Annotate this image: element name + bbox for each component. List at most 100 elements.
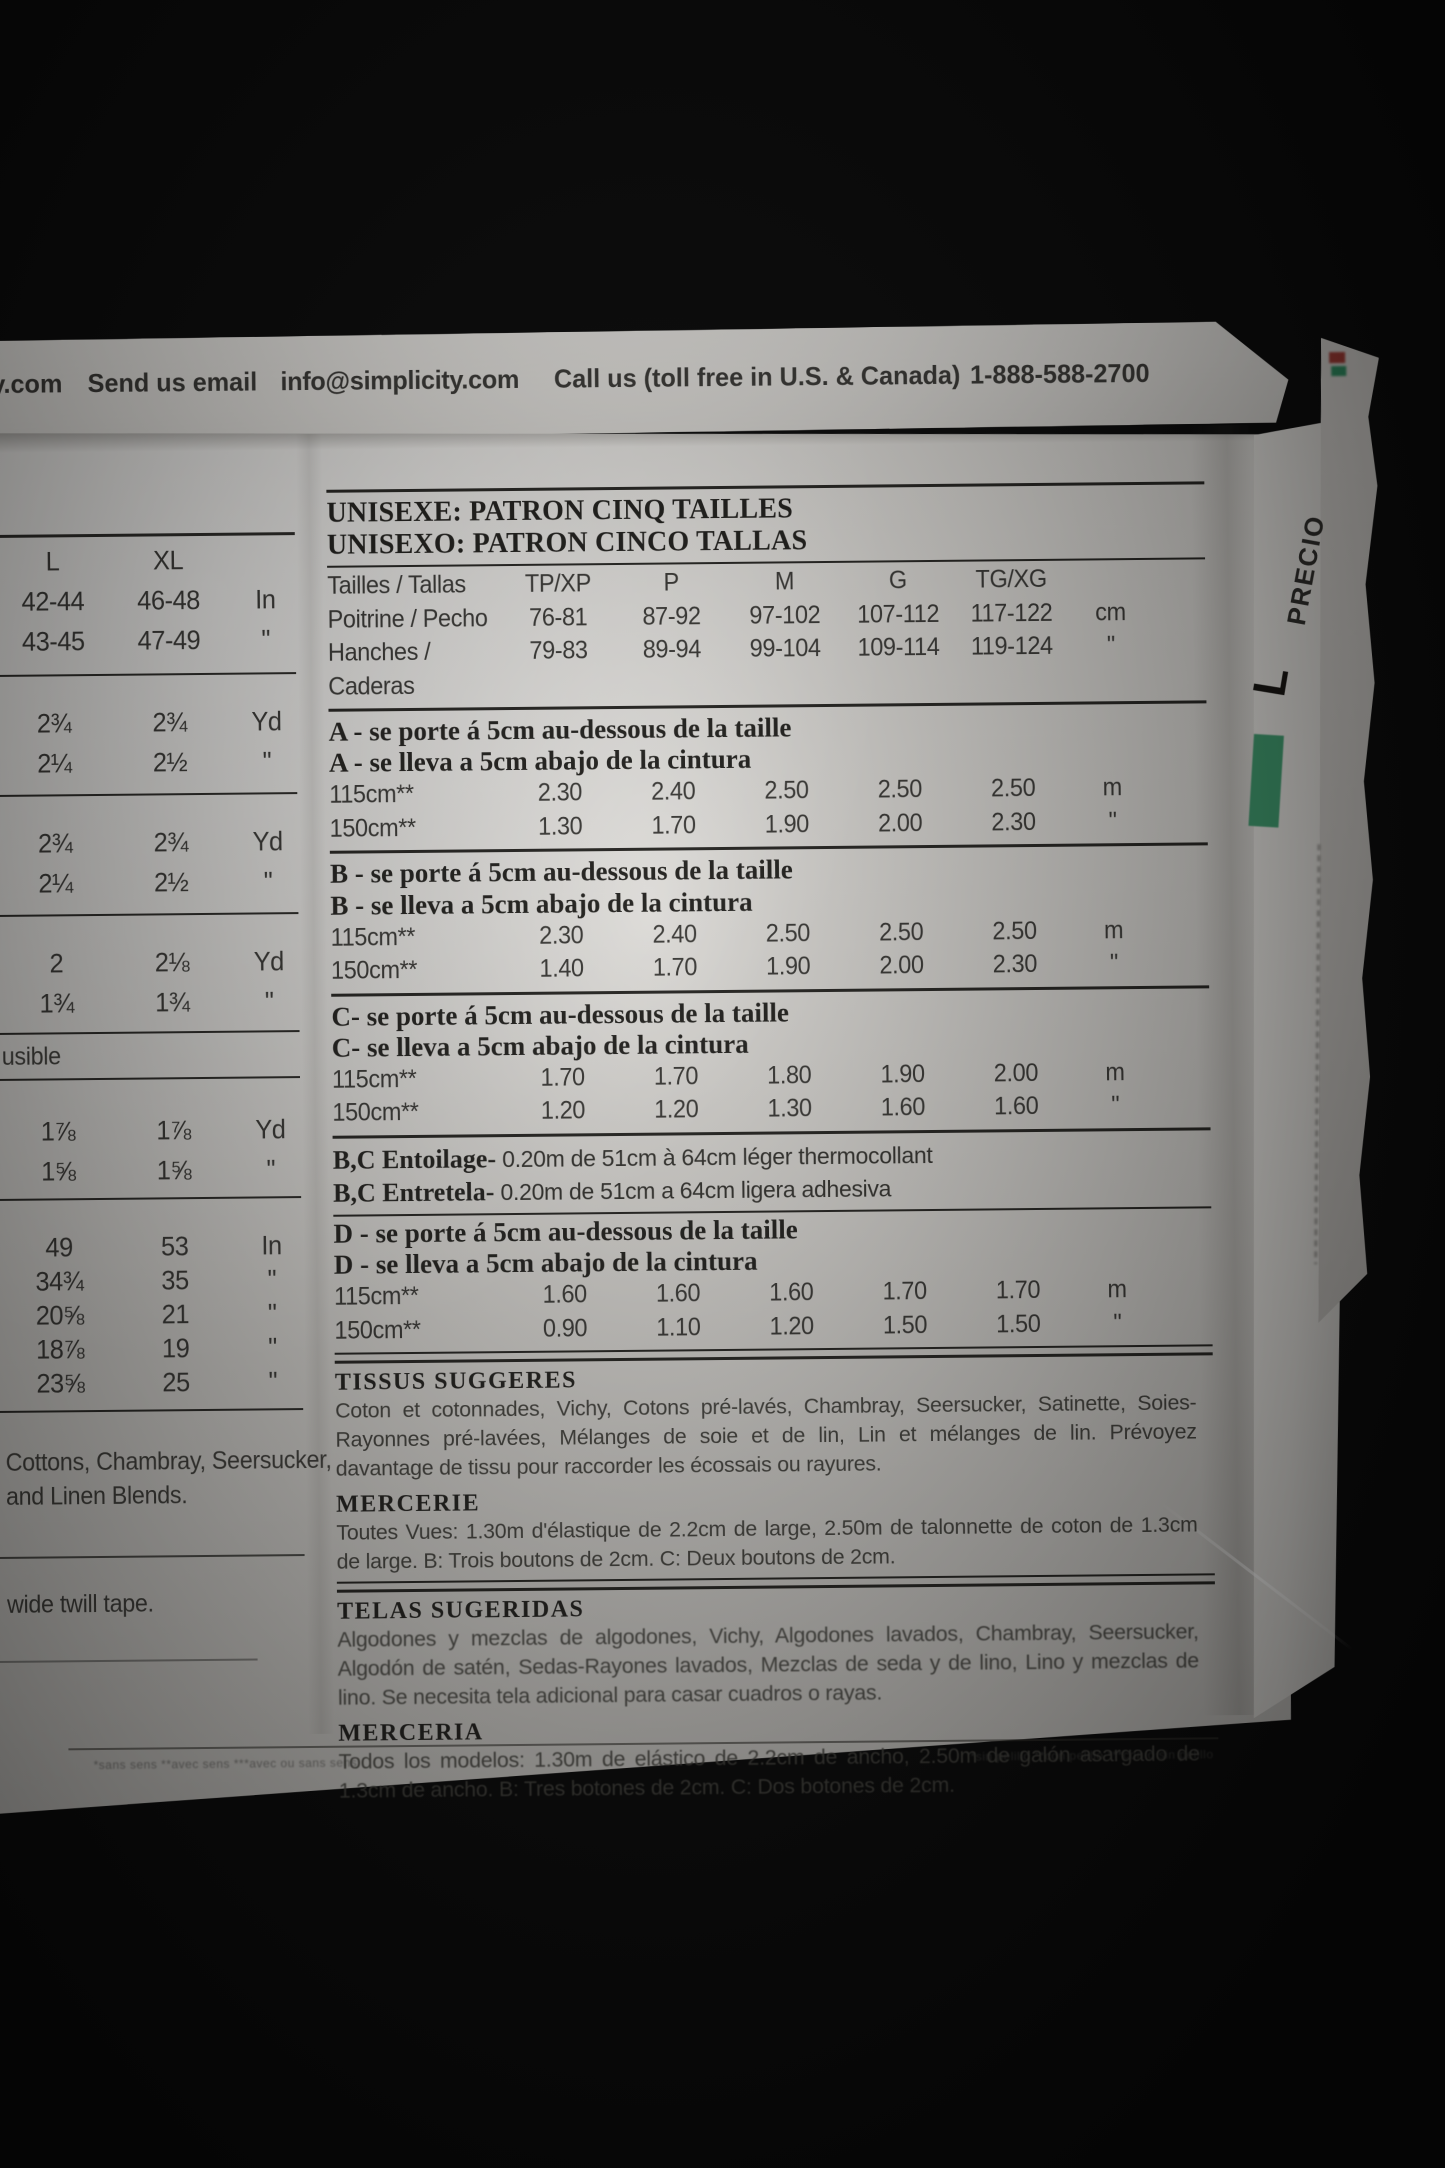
cell: 47-49 bbox=[137, 625, 201, 656]
table-row: 2¼ 2½ " bbox=[0, 864, 305, 903]
phone-number: 1-888-588-2700 bbox=[969, 357, 1150, 390]
cell: 2.30 bbox=[539, 920, 584, 950]
cell: 150cm** bbox=[334, 1315, 421, 1345]
cell: " bbox=[267, 1298, 277, 1329]
cell: " bbox=[1111, 1091, 1120, 1120]
view-a-section: A - se porte á 5cm au-dessous de la tail… bbox=[329, 709, 1208, 847]
cell: 115cm** bbox=[329, 780, 414, 810]
cell: cm bbox=[1095, 597, 1126, 627]
fabrics-text-fragment: Cottons, Chambray, Seersucker, bbox=[5, 1445, 332, 1477]
cell: Poitrine / Pecho bbox=[327, 604, 488, 634]
interfacing-es: B,C Entretela- 0.20m de 51cm a 64cm lige… bbox=[333, 1169, 1211, 1211]
table-row: 1¾ 1¾ " bbox=[1, 984, 306, 1023]
cell: 1.60 bbox=[993, 1092, 1039, 1121]
cell: 1.70 bbox=[653, 1061, 699, 1091]
footnotes-fr: *sans sens **avec sens ***avec ou sans s… bbox=[93, 1755, 358, 1773]
table-row: 18⅞ 19 " bbox=[4, 1330, 309, 1369]
notions-text-fragment: wide twill tape. bbox=[6, 1589, 154, 1619]
cell: " bbox=[1109, 949, 1119, 978]
cell: 25 bbox=[162, 1367, 190, 1398]
cell: 1.80 bbox=[767, 1060, 812, 1090]
cell: 2.40 bbox=[652, 919, 697, 949]
cell: 1.40 bbox=[539, 954, 584, 983]
interfacing-fr-label: B,C Entoilage- bbox=[332, 1143, 497, 1175]
cell: 99-104 bbox=[749, 634, 821, 664]
cell: 97-102 bbox=[749, 600, 821, 630]
fabrics-text-fragment: and Linen Blends. bbox=[5, 1481, 188, 1511]
table-row: 23⅝ 25 " bbox=[5, 1364, 310, 1403]
cell: 2¾ bbox=[152, 707, 187, 738]
cell: XL bbox=[152, 545, 184, 576]
table-row: 2¼ 2½ " bbox=[0, 744, 304, 783]
unisex-panel: UNISEXE: PATRON CINQ TAILLES UNISEXO: PA… bbox=[326, 476, 1217, 1806]
table-row: 1⅝ 1⅝ " bbox=[3, 1152, 308, 1191]
cell: 1.70 bbox=[540, 1062, 585, 1092]
telas-body: Algodones y mezclas de algodones, Vichy,… bbox=[337, 1619, 1200, 1710]
cell: 1.60 bbox=[655, 1279, 701, 1309]
cell: 1⅝ bbox=[41, 1156, 76, 1187]
cell: 1.60 bbox=[880, 1093, 926, 1122]
cell: 2.50 bbox=[992, 916, 1037, 945]
cell: " bbox=[268, 1366, 278, 1397]
cell: 2.50 bbox=[990, 774, 1036, 803]
cell: 1.70 bbox=[995, 1276, 1041, 1305]
cell: 1.20 bbox=[654, 1095, 699, 1124]
cell: 2½ bbox=[153, 867, 189, 898]
cell: " bbox=[262, 746, 272, 777]
cell: 2.30 bbox=[991, 807, 1036, 837]
cell: 1.50 bbox=[882, 1310, 928, 1340]
site-fragment: y.com bbox=[0, 368, 63, 399]
cell: 109-114 bbox=[857, 633, 940, 663]
cell: 1⅝ bbox=[156, 1155, 192, 1186]
email-address: info@simplicity.com bbox=[280, 363, 520, 397]
cell: 1.90 bbox=[765, 952, 811, 981]
cell bbox=[1068, 562, 1153, 596]
fusible-text-fragment: usible bbox=[1, 1042, 62, 1071]
cell: 2.30 bbox=[992, 950, 1038, 979]
table-row: 2¾ 2¾ Yd bbox=[0, 704, 303, 743]
cell: 42-44 bbox=[21, 586, 85, 617]
cell: 1.60 bbox=[542, 1280, 587, 1310]
cell: 2.50 bbox=[877, 775, 923, 804]
cell: " bbox=[1108, 807, 1117, 836]
cell: 115cm** bbox=[331, 1064, 417, 1094]
cell: 46-48 bbox=[137, 585, 200, 616]
cell: m bbox=[1105, 1057, 1125, 1086]
print-color-mark-green bbox=[1331, 365, 1347, 377]
table-row: 43-45 47-49 " bbox=[0, 622, 303, 661]
cell: 1.60 bbox=[769, 1278, 814, 1307]
cell: TP/XP bbox=[524, 569, 592, 599]
cell: 2.50 bbox=[878, 917, 924, 947]
cell: 23⅝ bbox=[36, 1368, 85, 1399]
table-row: 2 2⅛ Yd bbox=[1, 944, 306, 983]
cell: 1.70 bbox=[882, 1277, 927, 1306]
tissus-body: Coton et cotonnades, Vichy, Cotons pré-l… bbox=[335, 1390, 1197, 1481]
cell: 1¾ bbox=[155, 987, 190, 1018]
cell: m bbox=[1103, 915, 1124, 944]
cell: " bbox=[1106, 631, 1115, 660]
cell: 2¾ bbox=[36, 708, 72, 739]
double-rule bbox=[336, 1573, 1215, 1594]
cell: 2⅛ bbox=[154, 947, 190, 978]
footnotes-es: *sin pelillo **con pelillo ***con o sin … bbox=[970, 1747, 1214, 1764]
cell: Yd bbox=[252, 826, 283, 857]
table-row: L XL bbox=[0, 542, 302, 581]
cell: 2¼ bbox=[37, 748, 72, 779]
torn-edge bbox=[1318, 338, 1379, 1323]
cell: 2.00 bbox=[993, 1058, 1039, 1088]
cell: Hanches / Caderas bbox=[327, 638, 431, 701]
cell: Tailles / Tallas bbox=[327, 570, 466, 601]
cell: 0.90 bbox=[542, 1314, 588, 1343]
cell: 2.00 bbox=[879, 951, 924, 980]
cell: m bbox=[1102, 773, 1122, 802]
cell: In bbox=[255, 584, 276, 615]
cell: 79-83 bbox=[529, 636, 588, 666]
cell: " bbox=[268, 1332, 277, 1363]
table-row: 49 53 In bbox=[3, 1228, 308, 1267]
cell: " bbox=[267, 1264, 277, 1295]
double-rule bbox=[334, 1344, 1213, 1365]
cell: 1⅞ bbox=[156, 1115, 191, 1146]
cell: TG/XG bbox=[975, 565, 1047, 594]
